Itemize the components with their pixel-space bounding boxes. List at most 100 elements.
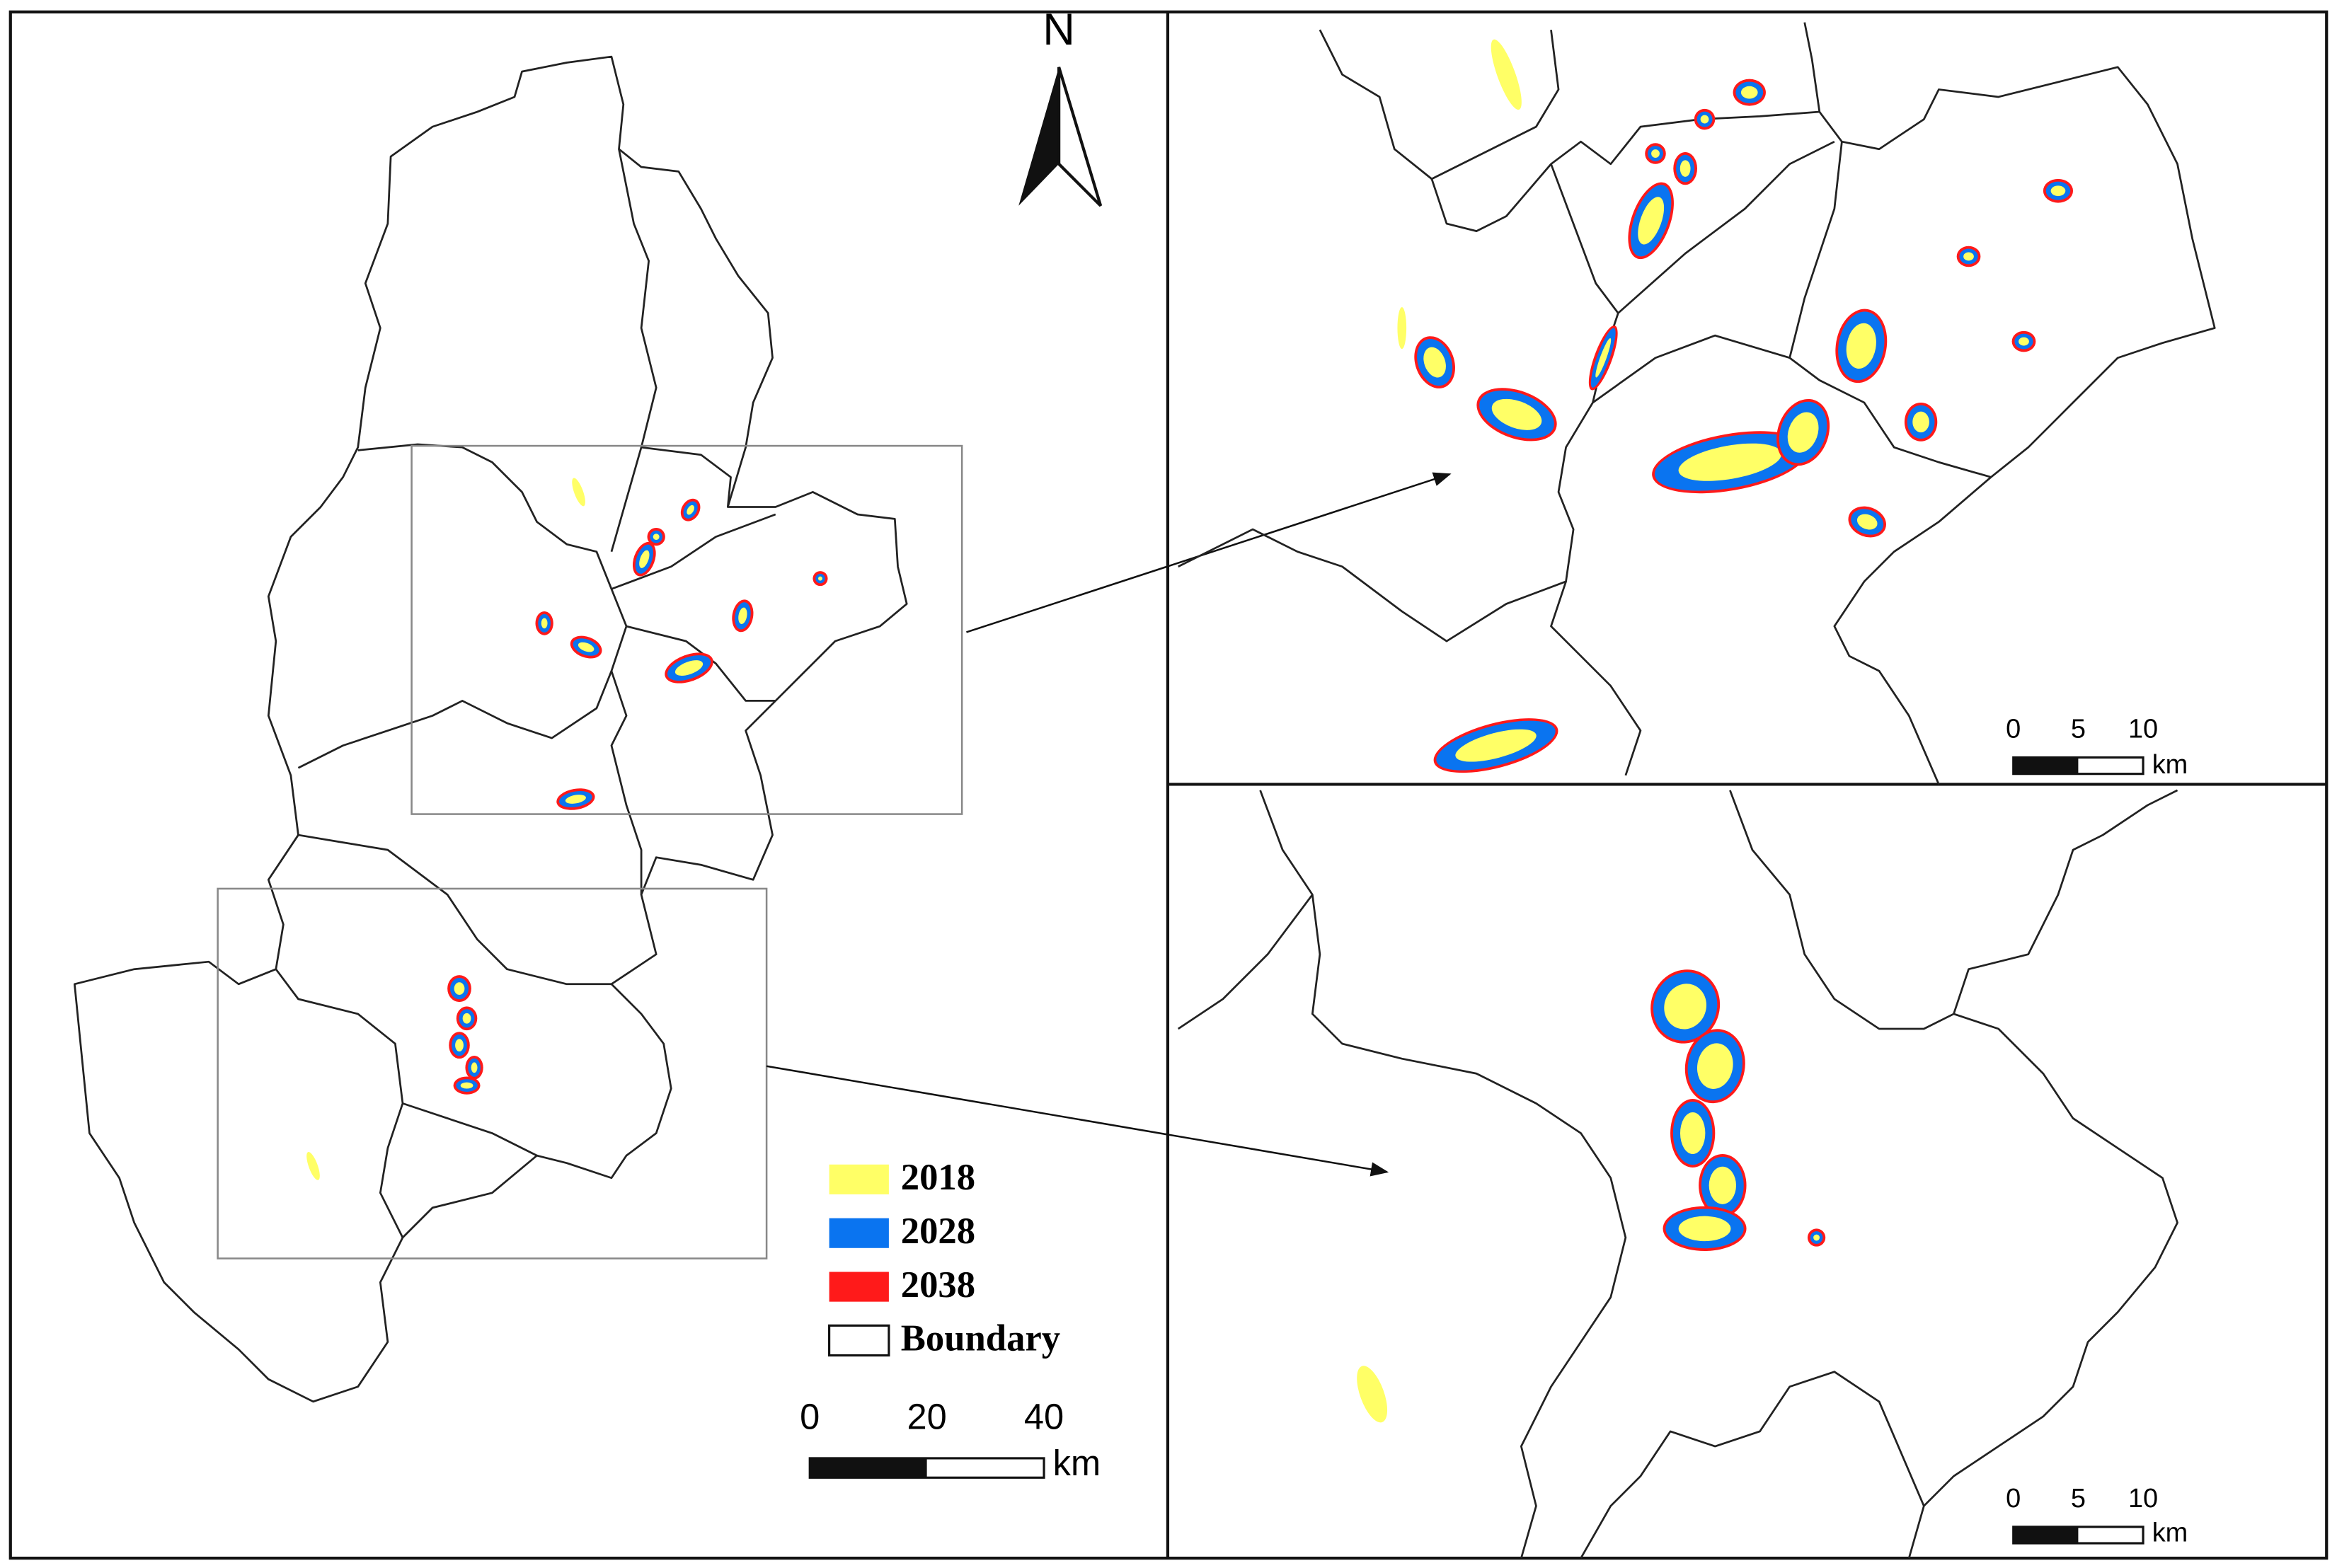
boundary	[1178, 163, 1619, 642]
patch-2018	[1638, 197, 1665, 245]
patch	[456, 1006, 478, 1031]
patch-2018	[1679, 1112, 1706, 1155]
patch	[1848, 506, 1886, 538]
patch-2018	[1491, 39, 1522, 110]
patch-2018	[1678, 443, 1782, 481]
patch-2018	[1651, 149, 1660, 158]
patch-2018	[639, 550, 650, 568]
overview-boundaries	[73, 55, 908, 1403]
north-arrow-right	[1057, 67, 1103, 207]
patch-2018	[1397, 307, 1407, 350]
patch-2018	[578, 642, 595, 652]
patch	[570, 635, 602, 659]
legend-label: 2038	[901, 1264, 975, 1305]
patch	[732, 599, 754, 633]
boundary	[1907, 1013, 2178, 1559]
patch-2018	[653, 534, 660, 541]
scale-bar-black	[2013, 757, 2079, 774]
patch-2018	[818, 576, 822, 581]
patch-2018	[1455, 729, 1537, 762]
scale-unit: km	[2152, 750, 2188, 780]
patch-2018	[471, 1062, 478, 1073]
patch-2018	[687, 505, 694, 515]
patch-2018	[1709, 1166, 1737, 1204]
patch	[665, 652, 713, 684]
patch	[1673, 151, 1698, 185]
patch	[453, 1076, 481, 1095]
scale-tick-label: 40	[1024, 1396, 1064, 1436]
patch-2018	[1912, 411, 1929, 433]
boundary	[402, 1102, 538, 1157]
legend-label: Boundary	[901, 1318, 1060, 1359]
boundary	[1592, 140, 1835, 404]
legend-swatch	[829, 1272, 889, 1302]
patch-2018	[1679, 160, 1691, 177]
patch-2018	[2050, 185, 2066, 197]
inset-frame	[217, 887, 768, 1259]
patch-2018	[1813, 1234, 1820, 1241]
patch	[1650, 969, 1721, 1044]
patch	[535, 611, 553, 635]
north-label: N	[1043, 5, 1075, 54]
patch	[1628, 182, 1674, 260]
patch-2018	[1700, 115, 1709, 124]
legend: 2018 2028 2038 Boundary	[828, 1157, 1060, 1359]
patch	[1904, 402, 1938, 442]
patch-2018	[460, 1082, 473, 1089]
patch	[1699, 1154, 1747, 1217]
boundary	[1177, 894, 1314, 1030]
scale-tick-label: 20	[907, 1396, 947, 1436]
zoom-bottom-boundaries	[1177, 789, 2178, 1559]
patch	[1588, 325, 1618, 391]
legend-swatch	[829, 1218, 889, 1248]
patch-2018	[1846, 323, 1876, 369]
patch	[1476, 388, 1557, 442]
patch-2018	[572, 478, 585, 507]
north-arrow: N	[1018, 5, 1103, 207]
patch	[1652, 431, 1808, 494]
scale-unit: km	[1053, 1443, 1101, 1483]
patch	[447, 975, 471, 1003]
boundary	[610, 149, 658, 553]
inset-frame	[410, 444, 963, 815]
boundary	[1550, 476, 1992, 785]
patch-2018	[454, 982, 465, 995]
patch	[556, 788, 595, 810]
patch-2018	[1740, 86, 1758, 99]
patch	[680, 498, 701, 521]
scale-tick-label: 0	[800, 1396, 820, 1436]
patch	[1733, 79, 1766, 106]
patch-2018	[1595, 338, 1612, 378]
patch-2018	[674, 660, 704, 676]
patch-2018	[462, 1013, 471, 1024]
patch	[1670, 1099, 1716, 1168]
patch-2018	[1787, 412, 1819, 453]
boundary	[73, 55, 908, 1403]
urban-patches	[306, 39, 2074, 1423]
scale-tick-label: 5	[2071, 1484, 2086, 1514]
patch-2018	[1357, 1366, 1388, 1423]
patch-2018	[1423, 347, 1446, 378]
north-arrow-left	[1018, 67, 1060, 206]
patch-2018	[1963, 252, 1974, 261]
patch	[1645, 143, 1666, 164]
boundary	[610, 670, 643, 895]
patch-2018	[2019, 337, 2029, 346]
patch	[632, 541, 656, 577]
legend-label: 2028	[901, 1211, 975, 1252]
patch	[1807, 1228, 1826, 1247]
patch	[449, 1032, 470, 1059]
patch	[1684, 1029, 1745, 1104]
patch	[2043, 178, 2074, 203]
patch-2018	[1696, 1043, 1733, 1089]
patch	[465, 1055, 483, 1080]
patch	[2011, 330, 2036, 352]
scale-tick-label: 10	[2128, 715, 2158, 744]
patch	[813, 571, 828, 587]
patch-2018	[1678, 1216, 1731, 1242]
legend-label: 2018	[901, 1157, 975, 1198]
patch-2018	[306, 1151, 320, 1180]
scale-tick-label: 10	[2128, 1484, 2158, 1514]
